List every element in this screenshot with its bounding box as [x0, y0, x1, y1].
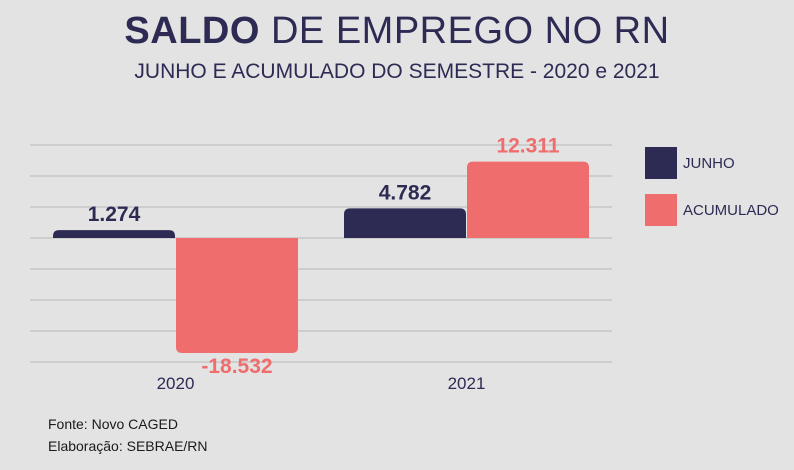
footer-credit: Elaboração: SEBRAE/RN	[48, 438, 208, 454]
bar-acumulado-2021	[467, 161, 589, 238]
chart-title: SALDO DE EMPREGO NO RN	[0, 10, 794, 53]
legend-swatch-acumulado	[645, 194, 677, 226]
legend-label-acumulado: ACUMULADO	[683, 201, 779, 219]
footer-source: Fonte: Novo CAGED	[48, 416, 178, 432]
data-label-acumulado-2021: 12.311	[496, 135, 559, 158]
data-label-junho-2020: 1.274	[88, 203, 141, 226]
bar-acumulado-2020	[176, 238, 298, 353]
legend-label-junho: JUNHO	[683, 154, 735, 172]
legend-swatch-junho	[645, 147, 677, 179]
chart-subtitle: JUNHO E ACUMULADO DO SEMESTRE - 2020 e 2…	[134, 60, 660, 83]
legend-item-acumulado: ACUMULADO	[645, 194, 779, 226]
chart-title-rest: DE EMPREGO NO RN	[270, 10, 670, 52]
data-label-acumulado-2020: -18.532	[201, 355, 272, 378]
x-tick-label-2021: 2021	[448, 374, 486, 393]
data-label-junho-2021: 4.782	[379, 181, 432, 204]
bar-junho-2021	[344, 208, 466, 238]
chart-title-bold: SALDO	[124, 10, 260, 52]
bar-junho-2020	[53, 230, 175, 238]
x-tick-label-2020: 2020	[157, 374, 195, 393]
legend-item-junho: JUNHO	[645, 147, 735, 179]
